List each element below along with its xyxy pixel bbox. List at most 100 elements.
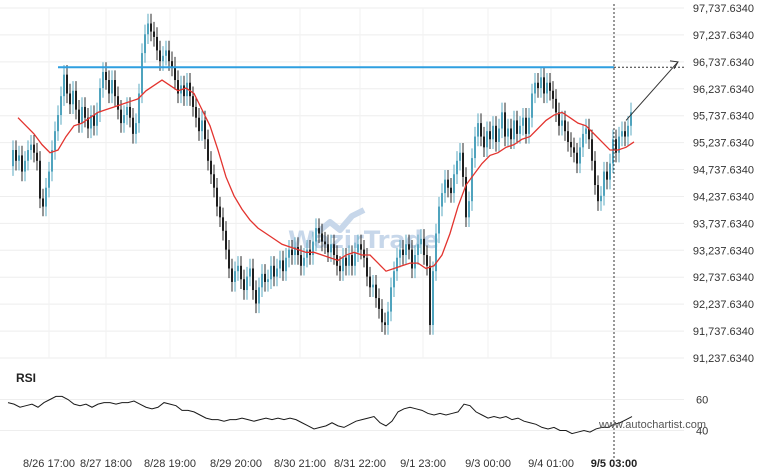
price-candle — [54, 131, 56, 151]
x-tick-label: 9/3 00:00 — [465, 458, 511, 470]
price-candle — [471, 158, 473, 202]
x-tick-label: 8/30 21:00 — [274, 458, 326, 470]
price-candle — [129, 106, 131, 118]
price-candle — [267, 279, 269, 282]
price-candle — [273, 265, 275, 277]
price-candle — [405, 244, 407, 256]
price-candle — [552, 90, 554, 99]
price-candle — [15, 150, 17, 161]
price-candle — [75, 90, 77, 110]
price-candle — [579, 147, 581, 164]
price-candle — [27, 150, 29, 161]
price-candle — [249, 268, 251, 277]
price-candle — [114, 80, 116, 97]
price-candle — [48, 171, 50, 188]
price-candle — [555, 98, 557, 113]
price-candle — [207, 139, 209, 161]
price-candle — [564, 120, 566, 132]
price-candle — [99, 88, 101, 113]
price-candle — [198, 117, 200, 132]
price-candle — [222, 217, 224, 231]
y-tick-label: 94,237.6340 — [693, 191, 754, 203]
price-candle — [348, 255, 350, 266]
price-candle — [288, 249, 290, 258]
price-candle — [159, 50, 161, 62]
price-candle — [90, 115, 92, 129]
price-candle — [627, 125, 629, 137]
rsi-title: RSI — [16, 371, 36, 385]
price-candle — [195, 106, 197, 118]
price-candle — [624, 131, 626, 137]
price-candle — [201, 120, 203, 132]
x-tick-label: 8/28 19:00 — [144, 458, 196, 470]
price-candle — [294, 246, 296, 256]
price-candle — [429, 265, 431, 326]
price-candle — [66, 74, 68, 94]
last-x-label: 9/5 03:00 — [591, 458, 637, 470]
price-candle — [504, 112, 506, 137]
price-candle — [558, 112, 560, 126]
levels — [58, 4, 684, 458]
price-candle — [477, 123, 479, 137]
price-candle — [438, 206, 440, 234]
price-candle — [375, 284, 377, 299]
price-candle — [192, 96, 194, 107]
price-candle — [603, 171, 605, 196]
price-candle — [243, 279, 245, 291]
price-candle — [357, 244, 359, 253]
price-candle — [516, 120, 518, 134]
price-candle — [321, 233, 323, 242]
price-candle — [450, 187, 452, 194]
price-candle — [513, 120, 515, 140]
price-candle — [435, 233, 437, 272]
price-candle — [120, 109, 122, 124]
price-candle — [168, 50, 170, 62]
y-tick-label: 97,737.6340 — [693, 3, 754, 15]
y-tick-label: 91,237.6340 — [693, 353, 754, 365]
price-candle — [327, 244, 329, 253]
price-candle — [144, 34, 146, 54]
price-candle — [72, 90, 74, 105]
price-candle — [621, 131, 623, 137]
forecast-arrow-line — [625, 61, 679, 121]
y-axis-labels: 97,737.6340 97,237.6340 96,737.6340 96,237.… — [693, 3, 754, 438]
price-candle — [540, 77, 542, 89]
price-candle — [333, 244, 335, 256]
y-tick-label: 93,237.6340 — [693, 245, 754, 257]
price-candle — [291, 249, 293, 256]
price-candle — [81, 106, 83, 124]
x-tick-label: 8/26 17:00 — [23, 458, 75, 470]
price-candle — [177, 80, 179, 94]
price-candle — [366, 257, 368, 277]
price-candle — [21, 155, 23, 172]
y-tick-label: 92,737.6340 — [693, 272, 754, 284]
x-tick-label: 8/31 22:00 — [334, 458, 386, 470]
price-candle — [483, 136, 485, 148]
price-candle — [567, 131, 569, 142]
price-candle — [285, 257, 287, 272]
price-candle — [561, 120, 563, 126]
price-candle — [573, 147, 575, 153]
price-series — [12, 13, 632, 335]
price-candle — [126, 106, 128, 116]
price-candle — [63, 74, 65, 97]
price-candle — [498, 128, 500, 142]
price-candle — [60, 96, 62, 116]
price-candle — [147, 23, 149, 35]
price-candle — [204, 120, 206, 140]
price-candle — [57, 115, 59, 132]
y-tick-label: 97,237.6340 — [693, 30, 754, 42]
price-candle — [546, 82, 548, 94]
price-candle — [36, 152, 38, 161]
price-candle — [297, 246, 299, 256]
price-candle — [606, 171, 608, 180]
price-candle — [381, 308, 383, 323]
price-candle — [252, 268, 254, 291]
price-candle — [453, 174, 455, 194]
price-candle — [510, 128, 512, 140]
price-candle — [426, 255, 428, 266]
price-candle — [597, 185, 599, 202]
price-candle — [270, 265, 272, 280]
price-candle — [456, 160, 458, 175]
price-candle — [42, 198, 44, 207]
